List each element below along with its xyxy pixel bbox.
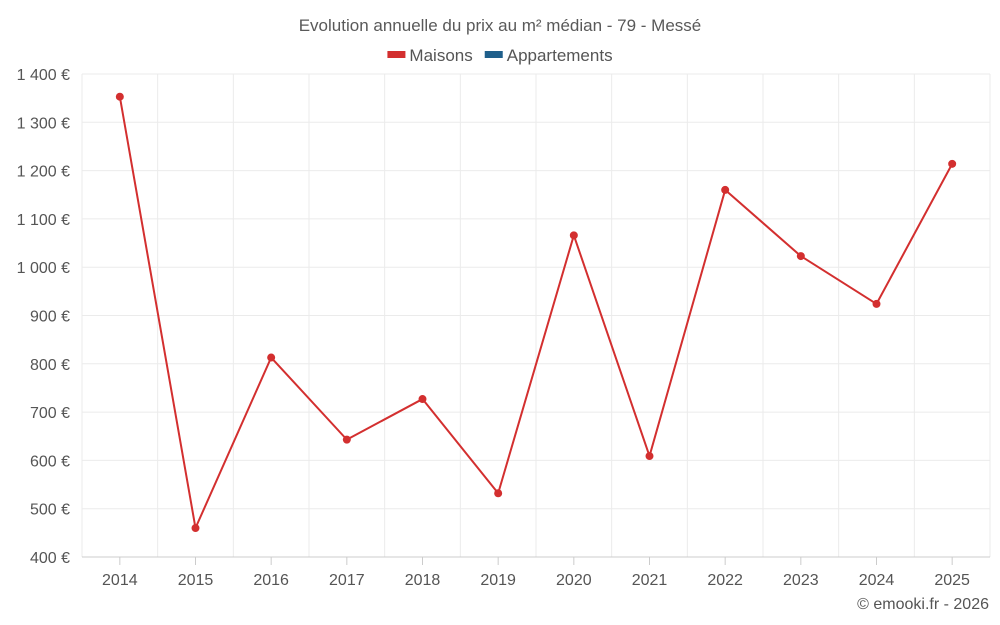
y-tick-label: 1 400 € — [17, 67, 70, 84]
data-point-2024[interactable] — [872, 299, 881, 308]
x-tick-label: 2022 — [707, 572, 743, 589]
data-point-2025[interactable] — [948, 159, 957, 168]
y-tick-label: 1 000 € — [17, 260, 70, 277]
legend-swatch — [484, 51, 503, 58]
x-tick-label: 2019 — [480, 572, 516, 589]
x-tick-label: 2018 — [405, 572, 441, 589]
x-tick-label: 2024 — [859, 572, 895, 589]
x-tick-label: 2017 — [329, 572, 365, 589]
x-tick-label: 2016 — [253, 572, 289, 589]
data-point-2021[interactable] — [645, 452, 654, 461]
data-point-2020[interactable] — [569, 231, 578, 240]
x-tick-label: 2015 — [178, 572, 214, 589]
credit-text: © emooki.fr - 2026 — [857, 596, 989, 613]
legend: Maisons Appartements — [387, 46, 613, 65]
data-point-2023[interactable] — [796, 252, 805, 261]
y-tick-label: 1 200 € — [17, 164, 70, 181]
data-point-2017[interactable] — [342, 435, 351, 444]
data-point-2014[interactable] — [115, 92, 124, 101]
y-tick-label: 1 300 € — [17, 115, 70, 132]
y-tick-label: 900 € — [30, 309, 70, 326]
y-tick-label: 1 100 € — [17, 212, 70, 229]
data-point-2019[interactable] — [494, 489, 503, 498]
x-axis-ticks: 2014 2015 2016 2017 2018 2019 2020 2021 2022 2023… — [102, 557, 970, 589]
x-tick-label: 2020 — [556, 572, 592, 589]
legend-item-appartements[interactable]: Appartements — [484, 46, 613, 65]
y-tick-label: 600 € — [30, 453, 70, 470]
x-tick-label: 2023 — [783, 572, 819, 589]
y-axis-ticks: 400 € 500 € 600 € 700 € 800 € 900 € 1 000 € 1 1… — [17, 67, 70, 567]
x-tick-label: 2014 — [102, 572, 138, 589]
series-line-maisons — [118, 96, 954, 530]
legend-item-maisons[interactable]: Maisons — [387, 46, 473, 65]
legend-label: Appartements — [507, 46, 613, 65]
y-tick-label: 800 € — [30, 357, 70, 374]
legend-swatch — [387, 51, 406, 58]
data-point-2016[interactable] — [267, 353, 276, 362]
series-layer — [115, 92, 957, 533]
legend-label: Maisons — [409, 46, 472, 65]
data-point-2015[interactable] — [191, 524, 200, 533]
x-tick-label: 2021 — [632, 572, 668, 589]
data-point-2022[interactable] — [721, 185, 730, 194]
y-tick-label: 500 € — [30, 502, 70, 519]
y-tick-label: 700 € — [30, 405, 70, 422]
y-tick-label: 400 € — [30, 550, 70, 567]
chart-title: Evolution annuelle du prix au m² médian … — [299, 16, 702, 35]
x-tick-label: 2025 — [934, 572, 970, 589]
data-point-2018[interactable] — [418, 395, 427, 404]
